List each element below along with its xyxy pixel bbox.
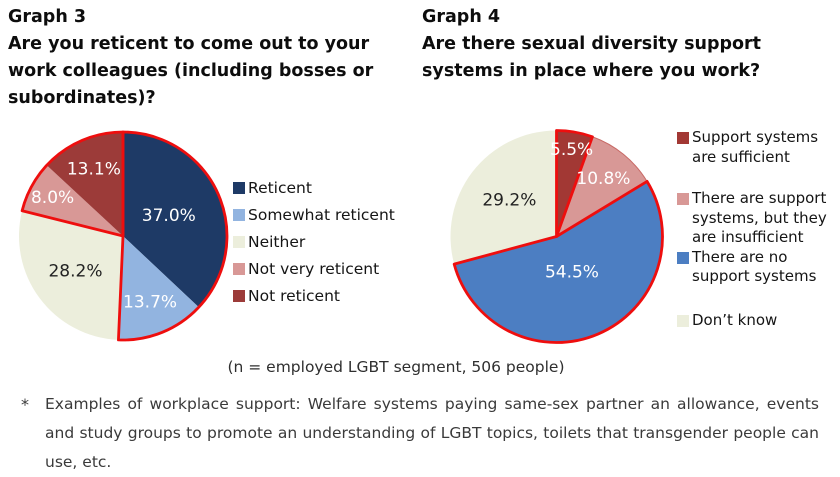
legend-label: There are no support systems bbox=[692, 247, 817, 286]
legend-label: There are support systems, but they are in… bbox=[692, 189, 827, 246]
pie-slice bbox=[450, 130, 557, 265]
graph3-pie-chart: 37.0% 13.7% 28.2% 8.0% 13.1% bbox=[18, 130, 229, 342]
highlight-outline bbox=[555, 129, 594, 238]
legend-swatch bbox=[677, 193, 689, 205]
highlight-outline bbox=[452, 179, 664, 344]
legend-swatch bbox=[677, 314, 689, 327]
graph3-heading: Graph 3 bbox=[8, 7, 87, 27]
graph4-pie-chart: 5.5% 10.8% 54.5% 29.2% bbox=[450, 129, 664, 344]
pie-slice-label: 37.0% bbox=[142, 206, 196, 226]
legend-item: Not very reticent bbox=[233, 255, 418, 282]
pie-slice-label: 5.5% bbox=[550, 140, 593, 160]
footnote: * Examples of workplace support: Welfare… bbox=[21, 390, 819, 477]
graph4-heading: Graph 4 bbox=[422, 7, 501, 27]
pie-slice bbox=[22, 165, 123, 236]
highlight-outline bbox=[20, 130, 125, 238]
graph3-legend: Reticent Somewhat reticent Neither Not very… bbox=[233, 174, 418, 309]
legend-swatch bbox=[233, 181, 245, 194]
legend-swatch bbox=[677, 132, 689, 144]
footnote-marker: * bbox=[21, 395, 29, 414]
legend-item: Reticent bbox=[233, 174, 418, 201]
legend-item: Neither bbox=[233, 228, 418, 255]
sample-size-caption: (n = employed LGBT segment, 506 people) bbox=[227, 358, 565, 376]
legend-item: Support systems are sufficient bbox=[677, 128, 837, 167]
legend-label: Somewhat reticent bbox=[248, 205, 395, 224]
legend-swatch bbox=[233, 235, 245, 248]
legend-item: Not reticent bbox=[233, 282, 418, 309]
legend-label: Not very reticent bbox=[248, 259, 380, 278]
legend-swatch bbox=[233, 208, 245, 221]
pie-slice-label: 28.2% bbox=[48, 261, 102, 281]
pie-slice-label: 8.0% bbox=[31, 188, 74, 208]
legend-item: There are no support systems bbox=[677, 248, 837, 287]
pie-slice-label: 29.2% bbox=[482, 190, 536, 210]
legend-label: Neither bbox=[248, 232, 306, 251]
pie-slice-label: 13.1% bbox=[67, 159, 121, 179]
pie-slice-label: 10.8% bbox=[576, 169, 630, 189]
pie-slice bbox=[18, 210, 124, 340]
legend-swatch bbox=[233, 289, 245, 302]
footnote-text: Examples of workplace support: Welfare s… bbox=[45, 395, 819, 471]
legend-item: Somewhat reticent bbox=[233, 201, 418, 228]
graph4-legend: Support systems are sufficient There are s… bbox=[677, 128, 837, 330]
pie-slice bbox=[118, 236, 199, 340]
graph4-question: Are there sexual diversity support syste… bbox=[422, 34, 762, 81]
graph3-question: Are you reticent to come out to your wor… bbox=[8, 34, 374, 108]
pie-slice-label: 54.5% bbox=[545, 263, 599, 283]
pie-slice-label: 13.7% bbox=[123, 292, 177, 312]
graph3-title-block: Graph 3 Are you reticent to come out to … bbox=[8, 4, 406, 112]
legend-swatch bbox=[677, 251, 689, 264]
pie-slice bbox=[123, 132, 228, 308]
pie-slice bbox=[46, 132, 124, 236]
legend-label: Don’t know bbox=[692, 310, 778, 329]
legend-label: Reticent bbox=[248, 178, 312, 197]
legend-swatch bbox=[233, 262, 245, 275]
graph4-title-block: Graph 4 Are there sexual diversity suppo… bbox=[422, 4, 826, 85]
legend-item: There are support systems, but they are in… bbox=[677, 189, 837, 248]
pie-slice bbox=[454, 181, 663, 343]
legend-label: Not reticent bbox=[248, 286, 340, 305]
legend-label: Support systems are sufficient bbox=[692, 128, 819, 166]
highlight-outline bbox=[117, 130, 229, 342]
legend-item: Don’t know bbox=[677, 311, 837, 331]
